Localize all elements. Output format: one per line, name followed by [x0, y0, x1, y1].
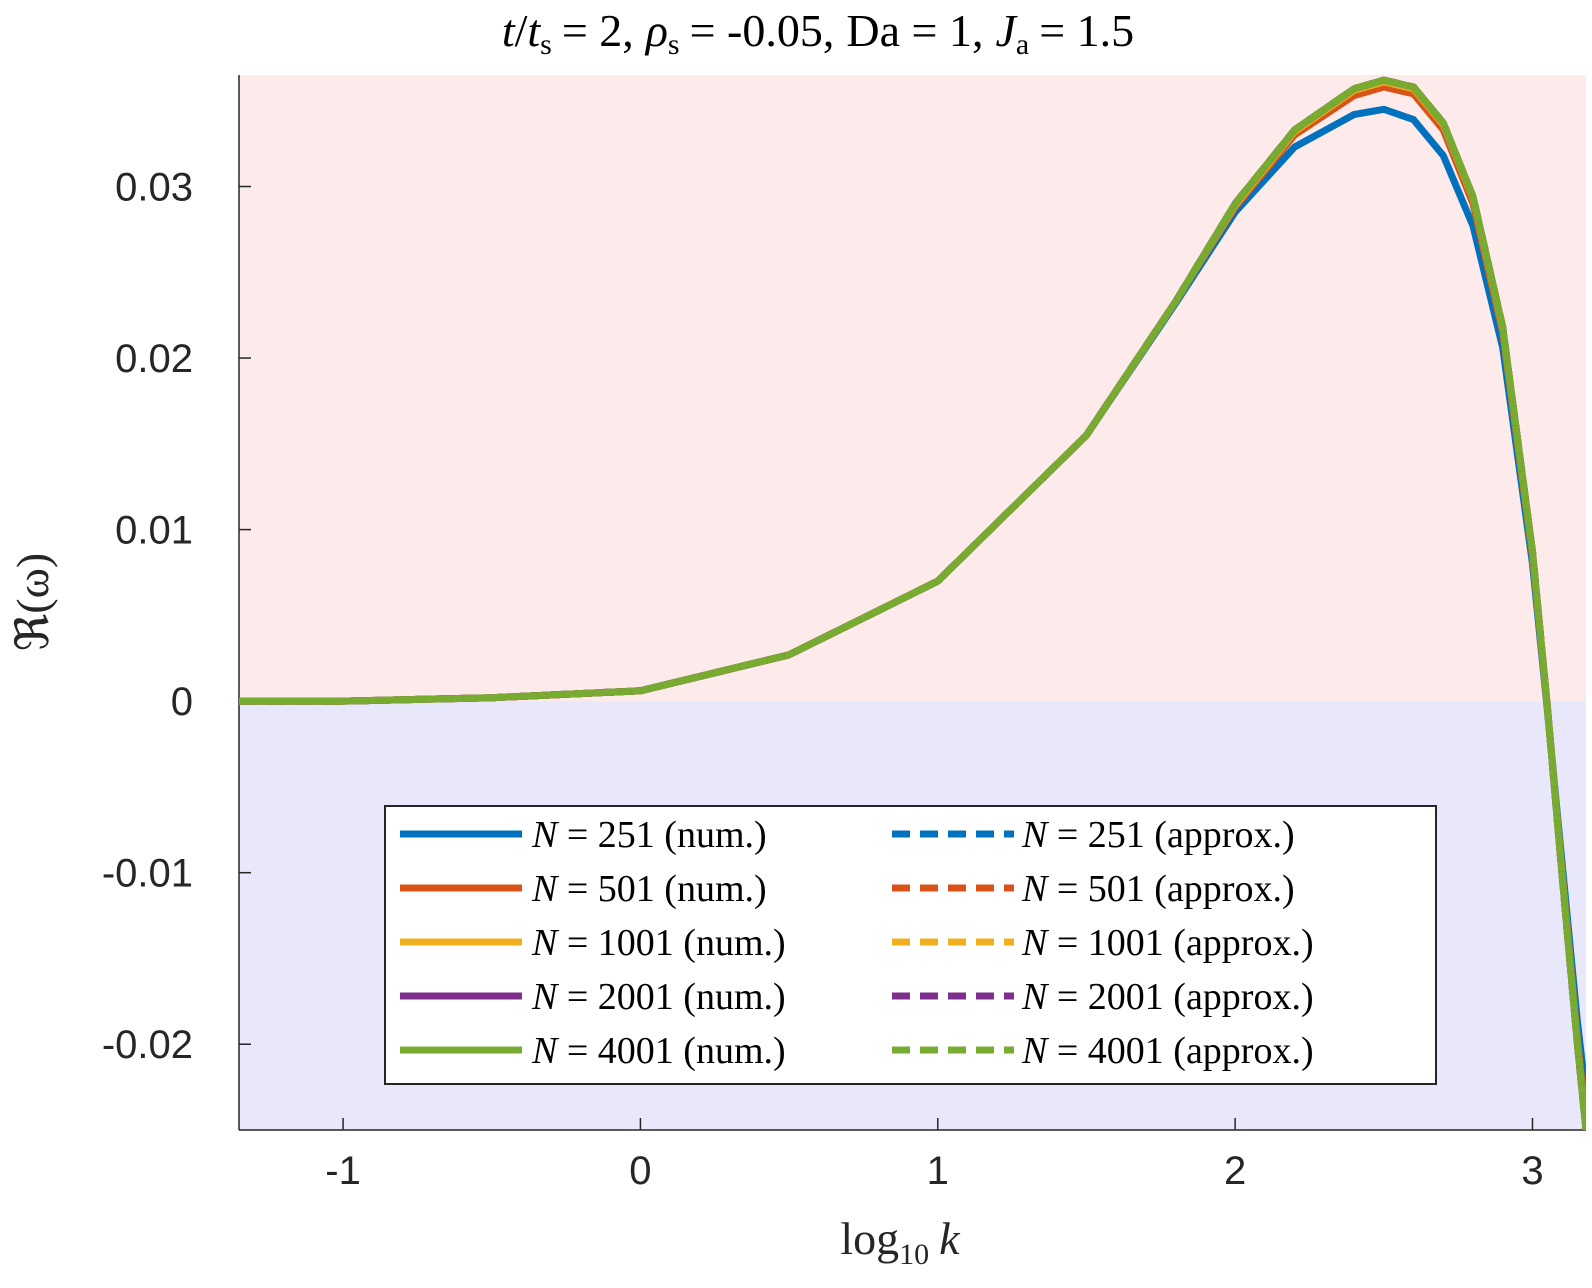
y-tick-label: 0.03: [115, 166, 193, 210]
title-j-val: = 1.5: [1039, 5, 1134, 56]
title-slash: /: [515, 5, 528, 56]
title-rho: ρ: [644, 5, 668, 56]
y-tick-label: 0: [171, 680, 193, 724]
legend-item-1001-approx: N = 1001 (approx.): [892, 922, 1314, 964]
y-axis-label: ℜ(ω): [7, 553, 58, 651]
x-ticks: -1 0 1 2 3: [325, 1118, 1544, 1193]
legend-item-501-num: N = 501 (num.): [400, 868, 767, 910]
legend-label: N = 4001 (approx.): [1021, 1030, 1314, 1072]
legend-label: N = 501 (approx.): [1021, 868, 1295, 910]
legend-box: [384, 805, 1437, 1085]
legend-item-2001-approx: N = 2001 (approx.): [892, 976, 1314, 1018]
x-axis-label-sub: 10: [899, 1238, 929, 1271]
legend-item-1001-num: N = 1001 (num.): [400, 922, 786, 964]
legend-item-501-approx: N = 501 (approx.): [892, 868, 1295, 910]
legend-item-4001-num: N = 4001 (num.): [400, 1030, 786, 1072]
legend-label: N = 251 (approx.): [1021, 814, 1295, 856]
x-tick-label: 1: [927, 1149, 949, 1193]
x-axis-label: log10 k: [840, 1213, 961, 1271]
y-tick-label: 0.02: [115, 337, 193, 381]
legend-label: N = 501 (num.): [531, 868, 767, 910]
x-tick-label: -1: [325, 1149, 361, 1193]
title-rho-sub: s: [668, 28, 680, 61]
title-rho-val: = -0.05,: [690, 5, 835, 56]
x-tick-label: 0: [629, 1149, 651, 1193]
legend-item-251-num: N = 251 (num.): [400, 814, 767, 856]
legend-label: N = 2001 (num.): [531, 976, 786, 1018]
title-t-sub: s: [540, 28, 552, 61]
region-unstable: [239, 75, 1586, 702]
title-t: t: [502, 5, 516, 56]
y-tick-label: 0.01: [115, 509, 193, 553]
y-ticks: -0.02 -0.01 0 0.01 0.02 0.03: [102, 166, 251, 1067]
x-axis-label-var: k: [939, 1213, 961, 1264]
title-t-val: = 2,: [562, 5, 634, 56]
legend: N = 251 (num.) N = 501 (num.) N = 1001 (nu…: [384, 805, 1437, 1085]
series-line-4001-approx: [239, 76, 1586, 1130]
legend-label: N = 251 (num.): [531, 814, 767, 856]
axes: [238, 75, 1586, 1131]
title-da: Da = 1,: [846, 5, 983, 56]
legend-item-2001-num: N = 2001 (num.): [400, 976, 786, 1018]
title-t-den: t: [527, 5, 541, 56]
series-group: [239, 76, 1586, 1130]
chart-title: t/ts = 2, ρs = -0.05, Da = 1, Ja = 1.5: [502, 5, 1134, 61]
y-tick-label: -0.01: [102, 852, 193, 896]
title-j: J: [995, 5, 1018, 56]
legend-label: N = 1001 (num.): [531, 922, 786, 964]
legend-label: N = 2001 (approx.): [1021, 976, 1314, 1018]
x-tick-label: 2: [1224, 1149, 1246, 1193]
legend-item-4001-approx: N = 4001 (approx.): [892, 1030, 1314, 1072]
legend-label: N = 4001 (num.): [531, 1030, 786, 1072]
x-tick-label: 3: [1521, 1149, 1543, 1193]
legend-item-251-approx: N = 251 (approx.): [892, 814, 1295, 856]
title-j-sub: a: [1016, 28, 1029, 61]
legend-label: N = 1001 (approx.): [1021, 922, 1314, 964]
x-axis-label-log: log: [840, 1213, 899, 1264]
y-tick-label: -0.02: [102, 1023, 193, 1067]
